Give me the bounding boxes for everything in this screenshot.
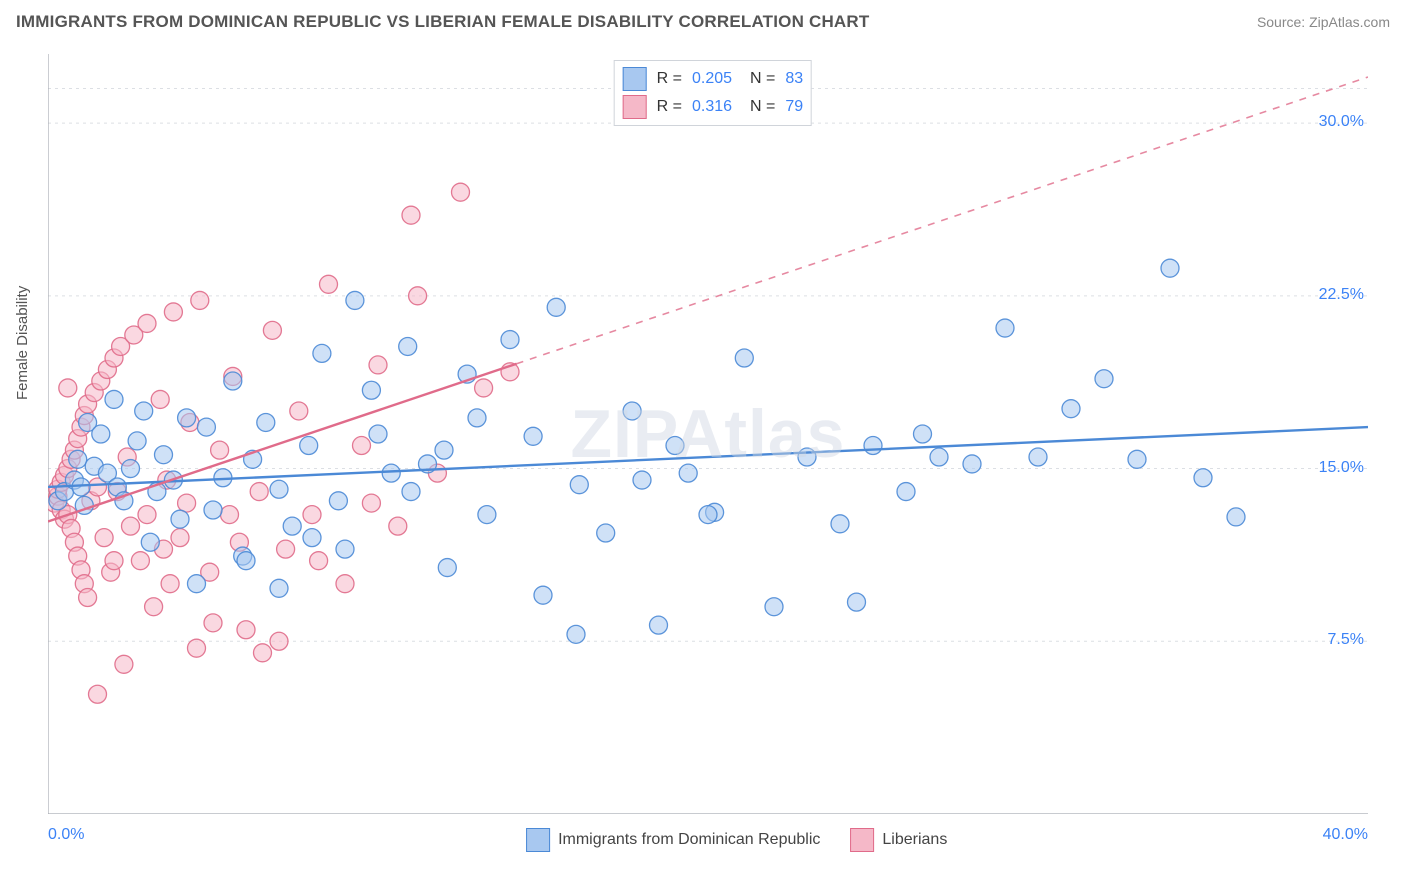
r-label: R = (657, 98, 682, 116)
legend-row: R = 0.316 N = 79 (623, 93, 803, 121)
n-label: N = (750, 98, 775, 116)
n-value: 83 (785, 70, 803, 88)
y-tick-label: 30.0% (1308, 113, 1364, 131)
x-max-label: 40.0% (1323, 826, 1368, 844)
y-tick-label: 15.0% (1308, 459, 1364, 477)
swatch-icon (623, 67, 647, 91)
swatch-icon (623, 95, 647, 119)
x-axis-labels: 0.0% 40.0% (48, 826, 1368, 844)
r-value: 0.205 (692, 70, 740, 88)
n-value: 79 (785, 98, 803, 116)
y-tick-label: 22.5% (1308, 286, 1364, 304)
chart-title: IMMIGRANTS FROM DOMINICAN REPUBLIC VS LI… (16, 12, 869, 32)
source-label: Source: ZipAtlas.com (1257, 14, 1390, 30)
plot-area: ZIPAtlas (48, 54, 1368, 814)
y-tick-label: 7.5% (1308, 631, 1364, 649)
legend-row: R = 0.205 N = 83 (623, 65, 803, 93)
r-value: 0.316 (692, 98, 740, 116)
x-min-label: 0.0% (48, 826, 84, 844)
chart-header: IMMIGRANTS FROM DOMINICAN REPUBLIC VS LI… (16, 12, 1390, 32)
y-axis-label: Female Disability (14, 286, 31, 400)
correlation-legend: R = 0.205 N = 83 R = 0.316 N = 79 (614, 60, 812, 126)
n-label: N = (750, 70, 775, 88)
r-label: R = (657, 70, 682, 88)
